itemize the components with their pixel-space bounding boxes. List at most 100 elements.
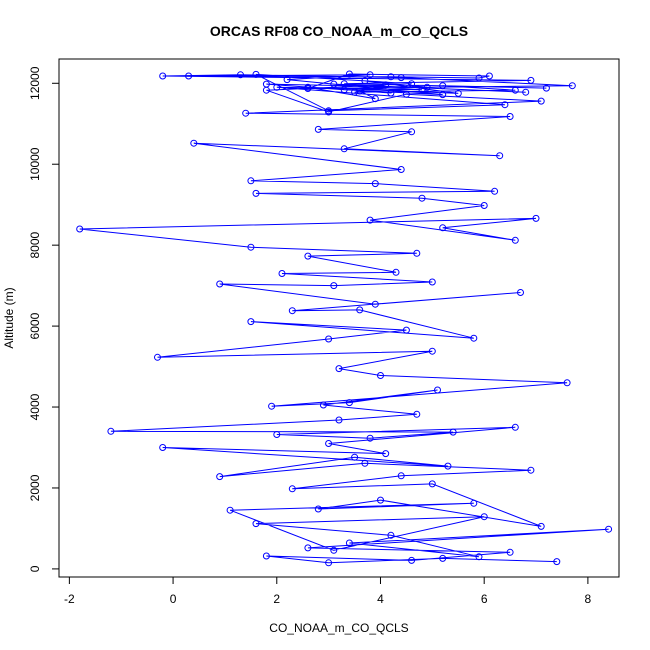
data-point-6 bbox=[304, 544, 312, 552]
data-point-44 bbox=[428, 347, 436, 355]
data-point-11 bbox=[252, 520, 260, 528]
y-tick-label: 2000 bbox=[28, 474, 42, 501]
data-point-46 bbox=[325, 335, 333, 343]
data-point-14 bbox=[226, 506, 234, 514]
data-point-115 bbox=[252, 70, 260, 78]
x-tick-label: -2 bbox=[64, 592, 75, 606]
data-point-33 bbox=[449, 428, 457, 436]
data-point-37 bbox=[319, 401, 327, 409]
data-point-86 bbox=[351, 88, 359, 96]
data-point-61 bbox=[247, 243, 255, 251]
data-point-35 bbox=[335, 416, 343, 424]
y-tick-label: 0 bbox=[28, 565, 42, 572]
data-point-53 bbox=[371, 300, 379, 308]
data-point-121 bbox=[522, 88, 530, 96]
data-point-104 bbox=[439, 91, 447, 99]
data-point-77 bbox=[408, 128, 416, 136]
data-point-103 bbox=[283, 76, 291, 84]
data-point-113 bbox=[387, 89, 395, 97]
data-point-20 bbox=[288, 485, 296, 493]
data-point-4 bbox=[408, 556, 416, 564]
x-tick-label: 0 bbox=[170, 592, 177, 606]
data-point-72 bbox=[247, 177, 255, 185]
data-point-92 bbox=[159, 72, 167, 80]
x-tick-label: 4 bbox=[377, 592, 384, 606]
x-axis-label: CO_NOAA_m_CO_QCLS bbox=[269, 621, 408, 635]
data-point-31 bbox=[273, 431, 281, 438]
data-point-118 bbox=[273, 83, 281, 91]
data-point-17 bbox=[377, 496, 384, 504]
x-tick-label: 6 bbox=[481, 592, 488, 606]
data-point-108 bbox=[361, 77, 369, 85]
data-point-45 bbox=[154, 353, 161, 361]
data-point-69 bbox=[252, 189, 260, 197]
data-point-32 bbox=[366, 434, 374, 442]
data-point-71 bbox=[371, 180, 379, 188]
data-series bbox=[76, 70, 613, 567]
data-point-70 bbox=[491, 187, 499, 195]
data-point-8 bbox=[345, 539, 353, 547]
data-point-49 bbox=[470, 334, 478, 342]
data-point-54 bbox=[216, 280, 224, 288]
data-point-36 bbox=[413, 410, 421, 418]
data-point-23 bbox=[361, 459, 369, 467]
data-point-117 bbox=[501, 101, 509, 109]
data-point-101 bbox=[185, 72, 193, 80]
data-point-7 bbox=[605, 525, 613, 533]
data-point-27 bbox=[159, 444, 167, 451]
data-point-29 bbox=[325, 440, 333, 447]
data-point-73 bbox=[397, 166, 405, 173]
data-point-82 bbox=[402, 90, 410, 98]
y-tick-label: 8000 bbox=[28, 231, 42, 258]
data-point-59 bbox=[304, 252, 312, 260]
data-point-78 bbox=[314, 125, 322, 133]
data-point-80 bbox=[242, 109, 250, 117]
data-point-74 bbox=[190, 139, 198, 147]
data-point-119 bbox=[418, 86, 426, 94]
data-point-38 bbox=[434, 386, 441, 394]
data-point-85 bbox=[382, 81, 390, 89]
data-point-62 bbox=[76, 225, 84, 233]
data-point-105 bbox=[340, 86, 348, 94]
data-point-13 bbox=[330, 546, 338, 554]
data-point-99 bbox=[475, 74, 483, 82]
data-point-66 bbox=[366, 216, 374, 224]
y-tick-label: 4000 bbox=[28, 393, 42, 420]
y-tick-label: 12000 bbox=[28, 66, 42, 100]
data-point-63 bbox=[532, 214, 540, 222]
data-point-97 bbox=[345, 70, 353, 78]
data-point-89 bbox=[542, 84, 550, 92]
data-point-68 bbox=[418, 194, 426, 202]
data-point-19 bbox=[428, 480, 436, 488]
data-point-88 bbox=[439, 82, 447, 90]
data-point-5 bbox=[506, 548, 514, 556]
data-point-39 bbox=[345, 399, 353, 407]
series-line bbox=[79, 73, 609, 564]
data-point-2 bbox=[325, 559, 333, 567]
data-point-47 bbox=[402, 326, 410, 334]
data-point-25 bbox=[351, 453, 359, 461]
data-point-16 bbox=[314, 505, 322, 513]
data-point-93 bbox=[237, 71, 244, 79]
data-point-24 bbox=[216, 473, 224, 481]
x-tick-label: 2 bbox=[273, 592, 280, 606]
y-tick-label: 6000 bbox=[28, 312, 42, 339]
data-point-12 bbox=[480, 513, 488, 521]
data-point-26 bbox=[444, 462, 452, 470]
data-point-18 bbox=[537, 522, 545, 530]
data-point-109 bbox=[454, 89, 462, 97]
data-point-75 bbox=[496, 152, 504, 160]
data-point-10 bbox=[387, 531, 395, 539]
data-point-30 bbox=[511, 423, 519, 431]
data-point-106 bbox=[262, 80, 270, 88]
data-point-42 bbox=[377, 372, 384, 379]
data-point-60 bbox=[413, 249, 421, 257]
data-point-0 bbox=[553, 558, 561, 566]
data-point-9 bbox=[475, 553, 483, 561]
data-point-65 bbox=[511, 236, 519, 244]
data-point-34 bbox=[107, 427, 115, 435]
data-point-95 bbox=[568, 82, 576, 90]
data-point-94 bbox=[397, 74, 405, 82]
data-point-120 bbox=[330, 80, 338, 88]
